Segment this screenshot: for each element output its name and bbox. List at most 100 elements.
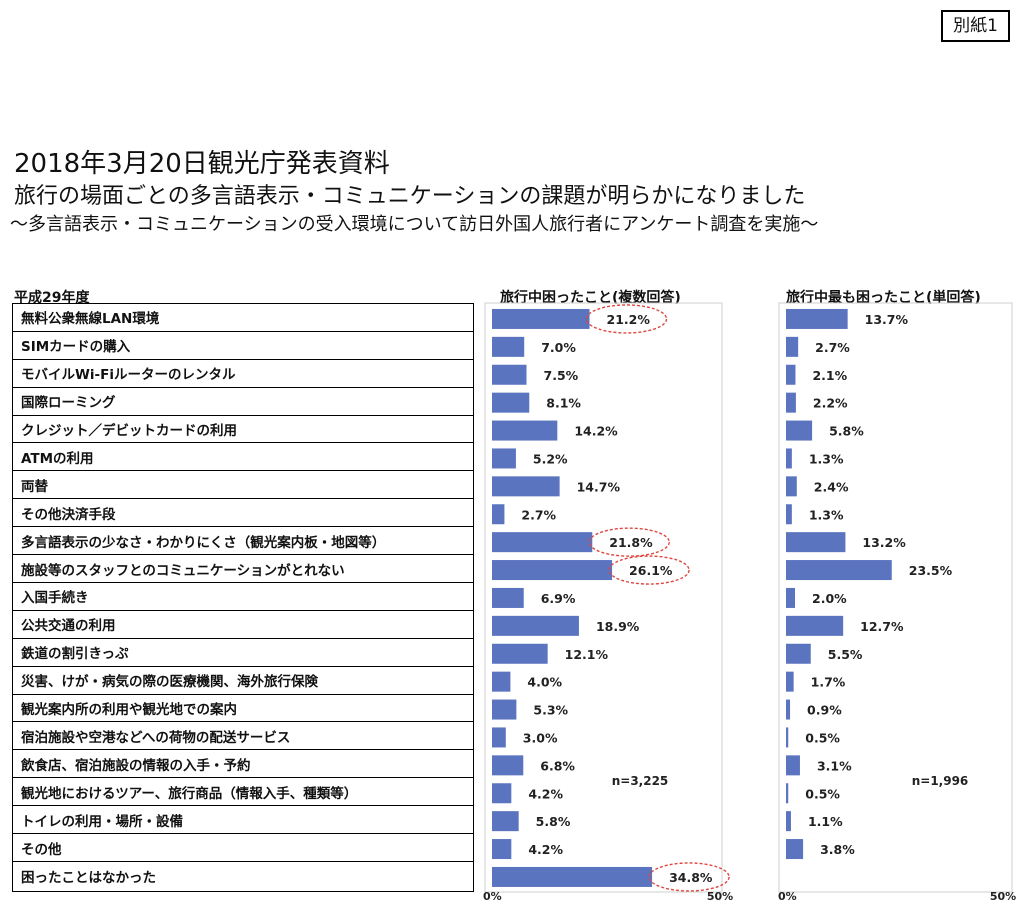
bar (492, 336, 525, 357)
bar (786, 420, 813, 441)
bar (492, 420, 558, 441)
data-label: 12.7% (860, 619, 904, 634)
data-label: 26.1% (629, 563, 673, 578)
bar (786, 839, 804, 860)
data-label: 14.2% (574, 424, 618, 439)
bar (786, 336, 799, 357)
category-row: 国際ローミング (13, 388, 473, 416)
category-row: 施設等のスタッフとのコミュニケーションがとれない (13, 555, 473, 583)
category-row: SIMカードの購入 (13, 332, 473, 360)
data-label: 1.3% (809, 451, 844, 466)
bar (492, 615, 579, 636)
data-label: 21.2% (607, 312, 651, 327)
category-row: 公共交通の利用 (13, 611, 473, 639)
data-label: 5.5% (828, 647, 863, 662)
bar (786, 364, 796, 385)
axis-min-label: 0% (778, 890, 797, 903)
bar (492, 643, 548, 664)
data-label: 4.2% (528, 786, 563, 801)
category-row: トイレの利用・場所・設備 (13, 806, 473, 835)
chart-frame (778, 302, 1013, 893)
bar (786, 699, 791, 720)
bar (492, 308, 590, 329)
category-row: ATMの利用 (13, 444, 473, 472)
bar (492, 448, 516, 469)
bar (786, 532, 846, 553)
data-label: 5.3% (533, 703, 568, 718)
highlight-circle (648, 862, 730, 892)
category-row: その他決済手段 (13, 499, 473, 528)
category-row: 飲食店、宿泊施設の情報の入手・予約 (13, 750, 473, 779)
bar (786, 308, 848, 329)
bar (786, 755, 800, 776)
bar (492, 671, 511, 692)
data-label: 6.9% (541, 591, 576, 606)
bar (786, 671, 794, 692)
category-table: 無料公衆無線LAN環境 SIMカードの購入 モバイルWi-Fiルーターのレンタル 国際… (12, 303, 474, 892)
bar (786, 392, 796, 413)
category-row: 入国手続き (13, 583, 473, 611)
category-row: モバイルWi-Fiルーターのレンタル (13, 360, 473, 388)
category-row: 両替 (13, 471, 473, 500)
bar (492, 560, 613, 581)
category-row: クレジット／デビットカードの利用 (13, 416, 473, 444)
data-label: 0.5% (805, 730, 840, 745)
data-label: 2.1% (812, 368, 847, 383)
data-label: 1.7% (811, 675, 846, 690)
highlight-circle (588, 527, 670, 557)
bar (492, 839, 512, 860)
data-label: 7.5% (544, 368, 579, 383)
attachment-label: 別紙1 (941, 10, 1010, 42)
data-label: 8.1% (546, 396, 581, 411)
data-label: 3.0% (523, 730, 558, 745)
bar (492, 727, 506, 748)
category-row: 観光案内所の利用や観光地での案内 (13, 695, 473, 723)
data-label: 12.1% (565, 647, 609, 662)
axis-min-label: 0% (483, 890, 502, 903)
sample-size-label: n=3,225 (612, 774, 669, 788)
bar (492, 532, 593, 553)
bar (492, 866, 653, 887)
category-row: 観光地におけるツアー、旅行商品（情報入手、種類等） (13, 778, 473, 807)
data-label: 2.4% (814, 479, 849, 494)
bar (492, 587, 524, 608)
data-label: 5.8% (829, 424, 864, 439)
category-row: その他 (13, 834, 473, 862)
category-row: 宿泊施設や空港などへの荷物の配送サービス (13, 723, 473, 751)
data-label: 5.8% (536, 814, 571, 829)
data-label: 13.2% (862, 535, 906, 550)
bar (492, 476, 560, 497)
data-label: 1.1% (808, 814, 843, 829)
subtitle-secondary: ～多言語表示・コミュニケーションの受入環境について訪日外国人旅行者にアンケート調… (10, 214, 819, 235)
data-label: 4.0% (527, 675, 562, 690)
axis-max-label: 50% (990, 890, 1016, 903)
subtitle: 旅行の場面ごとの多言語表示・コミュニケーションの課題が明らかになりました (14, 184, 806, 209)
data-label: 1.3% (809, 507, 844, 522)
data-label: 2.0% (812, 591, 847, 606)
category-row: 多言語表示の少なさ・わかりにくさ（観光案内板・地図等） (13, 527, 473, 556)
bar (786, 811, 791, 832)
bar (786, 504, 792, 525)
highlight-circle (585, 304, 668, 334)
bar (492, 755, 524, 776)
bar (492, 504, 505, 525)
bar (786, 448, 792, 469)
bar (492, 392, 530, 413)
category-row: 困ったことはなかった (21, 869, 156, 886)
axis-max-label: 50% (707, 890, 733, 903)
chart-title-single: 旅行中最も困ったこと(単回答) (786, 290, 981, 306)
data-label: 2.2% (813, 396, 848, 411)
data-label: 0.9% (807, 703, 842, 718)
data-label: 2.7% (815, 340, 850, 355)
data-label: 2.7% (521, 507, 556, 522)
chart-frame (484, 302, 723, 893)
data-label: 34.8% (669, 870, 713, 885)
year-label: 平成29年度 (14, 290, 90, 306)
category-row: 無料公衆無線LAN環境 (13, 304, 473, 332)
bar (492, 364, 527, 385)
data-label: 21.8% (609, 535, 653, 550)
headline: 2018年3月20日観光庁発表資料 (14, 149, 390, 179)
bar (492, 783, 512, 804)
data-label: 0.5% (805, 786, 840, 801)
data-label: 13.7% (865, 312, 909, 327)
